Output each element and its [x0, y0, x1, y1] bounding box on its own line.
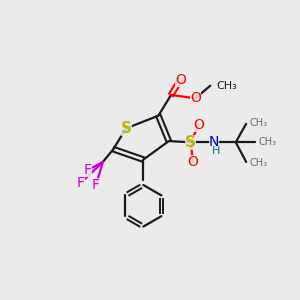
- Text: CH₃: CH₃: [250, 118, 268, 128]
- Text: F: F: [92, 178, 100, 192]
- Text: CH₃: CH₃: [216, 81, 237, 91]
- Text: O: O: [188, 155, 199, 169]
- Text: CH₃: CH₃: [259, 137, 277, 147]
- Text: O: O: [190, 92, 201, 105]
- Text: CH₃: CH₃: [250, 158, 268, 168]
- Text: S: S: [121, 121, 131, 136]
- Text: O: O: [175, 73, 186, 87]
- Text: H: H: [212, 146, 220, 156]
- Text: O: O: [194, 118, 204, 132]
- Text: F: F: [84, 163, 92, 177]
- Text: F: F: [77, 176, 85, 190]
- Text: S: S: [185, 135, 196, 150]
- Text: N: N: [208, 135, 219, 149]
